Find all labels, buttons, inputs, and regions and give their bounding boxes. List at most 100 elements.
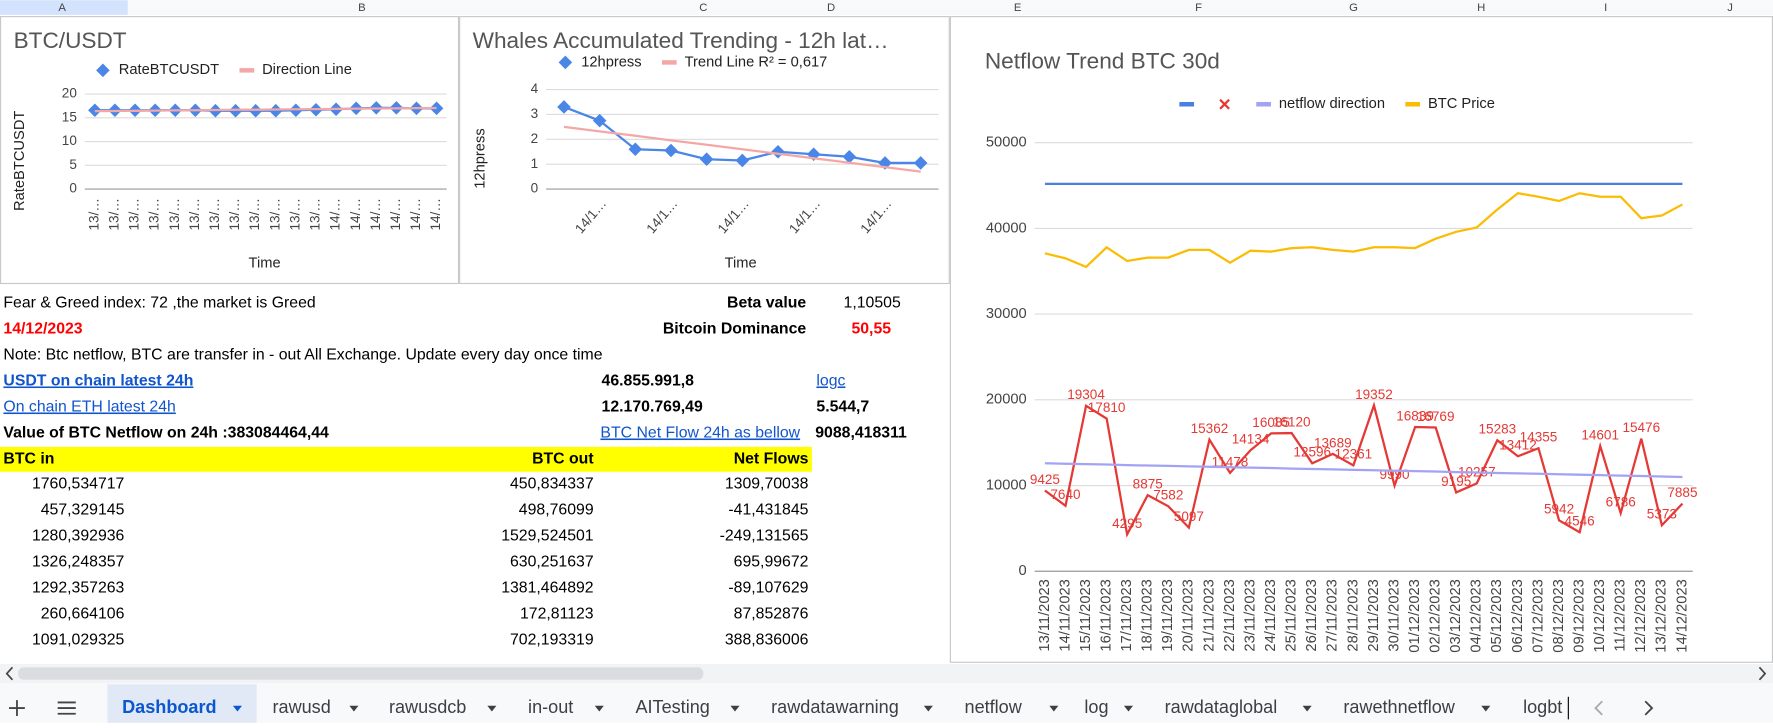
data-label: 16839: [1396, 408, 1434, 423]
data-label: 4295: [1112, 516, 1142, 531]
data-label: 12596: [1293, 445, 1331, 460]
sheet-tab[interactable]: rawusdcb: [389, 697, 466, 717]
sheet-tab[interactable]: netflow: [965, 697, 1023, 717]
sheet-tab[interactable]: rawethnetflow: [1343, 697, 1455, 717]
x-tick-label: 13/…: [247, 198, 262, 230]
tab-menu-arrow[interactable]: [1481, 705, 1491, 712]
table-cell: 450,834337: [510, 475, 594, 492]
sheet-tab[interactable]: rawdatawarning: [771, 697, 899, 717]
x-tick-label: 07/12/2023: [1530, 579, 1546, 653]
sheet-tab[interactable]: log: [1084, 697, 1108, 717]
data-label: 9195: [1441, 474, 1471, 489]
y-tick-label: 30000: [986, 306, 1027, 322]
sheet-tab[interactable]: Dashboard: [122, 697, 216, 717]
tabs-next[interactable]: [1644, 700, 1654, 716]
x-tick-label: 14/…: [328, 198, 343, 230]
x-tick-label: 08/12/2023: [1551, 579, 1567, 653]
tab-menu-arrow[interactable]: [730, 705, 740, 712]
tabs-prev[interactable]: [1594, 700, 1603, 716]
point-marker: [592, 113, 607, 128]
tab-menu-arrow[interactable]: [594, 705, 604, 712]
x-tick-label: 14/…: [348, 198, 363, 230]
netflow-table: BTC in BTC out Net Flows 1760,534717 450,834…: [3, 450, 808, 648]
sheet-tab[interactable]: rawdataglobal: [1165, 697, 1278, 717]
x-tick-label: 21/11/2023: [1201, 579, 1217, 651]
data-label: 14601: [1581, 428, 1619, 443]
series-line: [1044, 401, 1684, 538]
data-label: 12361: [1335, 447, 1373, 462]
y-tick-label: 0: [69, 181, 77, 196]
x-tick-label: 14/12/2023: [1674, 579, 1690, 653]
tab-menu-arrow[interactable]: [1049, 705, 1059, 712]
tab-menu-arrow[interactable]: [1302, 705, 1312, 712]
data-label: 7885: [1667, 485, 1697, 500]
legend-label: netflow direction: [1279, 96, 1385, 112]
x-tick-label: 18/11/2023: [1140, 579, 1156, 651]
y-tick-label: 2: [531, 131, 539, 146]
tab-menu-arrow[interactable]: [1123, 705, 1134, 712]
link-cell[interactable]: BTC Net Flow 24h as bellow: [600, 424, 800, 441]
series-line: [563, 125, 921, 173]
data-label: 13412: [1499, 438, 1537, 453]
x-tick-label: 17/11/2023: [1119, 579, 1135, 651]
link-cell[interactable]: On chain ETH latest 24h: [3, 398, 175, 415]
column-header-band: [0, 0, 1773, 15]
x-tick-label: 13/…: [127, 198, 142, 230]
y-tick-label: 50000: [986, 135, 1027, 151]
column-header: D: [827, 2, 835, 14]
chart-title: BTC/USDT: [14, 28, 127, 53]
sheet-tab[interactable]: rawusd: [273, 697, 331, 717]
tab-menu-arrow[interactable]: [232, 705, 242, 712]
data-label: 6786: [1606, 494, 1636, 509]
series-line: [94, 106, 437, 113]
x-tick-label: 13/12/2023: [1654, 579, 1670, 653]
x-tick-label: 13/…: [207, 198, 222, 230]
cell: Beta value: [727, 294, 806, 311]
table-cell: 1309,70038: [725, 475, 809, 492]
y-tick-label: 15: [62, 109, 77, 124]
x-tick-label: 14/…: [388, 198, 403, 230]
cell: 46.855.991,8: [602, 372, 695, 389]
column-header: G: [1349, 2, 1358, 14]
column-header: I: [1604, 2, 1607, 14]
data-label: 16769: [1417, 409, 1455, 424]
table-header-cell: BTC out: [532, 450, 594, 467]
scrollbar-thumb[interactable]: [18, 667, 704, 680]
tab-menu-arrow[interactable]: [923, 705, 933, 712]
data-label: 9990: [1379, 467, 1409, 482]
data-label: 13689: [1314, 435, 1352, 450]
legend-label: Trend Line R² = 0,617: [685, 54, 828, 70]
data-label: 5097: [1174, 509, 1204, 524]
data-label: 16120: [1273, 414, 1311, 429]
all-sheets[interactable]: [57, 701, 76, 715]
column-header: H: [1477, 2, 1485, 14]
link-cell[interactable]: logc: [816, 372, 845, 389]
x-tick-label: 02/12/2023: [1428, 579, 1444, 653]
x-tick-label: 29/11/2023: [1366, 579, 1382, 651]
tab-menu-arrow[interactable]: [349, 705, 359, 712]
chart-title: Netflow Trend BTC 30d: [985, 48, 1220, 73]
x-tick-label: 14/…: [368, 198, 383, 230]
tab-menu-arrow[interactable]: [487, 705, 497, 712]
tabs: Dashboard rawusd rawusdcb in-out AITesting ra…: [122, 696, 1569, 720]
table-cell: 1326,248357: [32, 553, 124, 570]
table-header-cell: BTC in: [3, 450, 54, 467]
sheet-tab[interactable]: AITesting: [635, 697, 709, 717]
sheet-tab[interactable]: in-out: [528, 697, 573, 717]
sheet-tab[interactable]: logbt: [1523, 697, 1562, 717]
cell: Fear & Greed index: 72 ,the market is Gr…: [3, 294, 315, 311]
legend-label: 12hpress: [581, 54, 641, 70]
link-cell[interactable]: USDT on chain latest 24h: [3, 372, 193, 389]
data-label: 7640: [1050, 487, 1080, 502]
y-tick-label: 10: [62, 133, 77, 148]
data-label: 19352: [1355, 387, 1393, 402]
scroll-right[interactable]: [1758, 666, 1767, 681]
x-tick-label: 23/11/2023: [1242, 579, 1258, 651]
scroll-left[interactable]: [5, 666, 14, 681]
add-sheet[interactable]: [9, 700, 25, 716]
data-label: 14134: [1232, 432, 1270, 447]
data-label: 5373: [1647, 507, 1677, 522]
y-tick-label: 4: [531, 81, 539, 96]
chart-title: Whales Accumulated Trending - 12h lat…: [473, 28, 889, 53]
chart-frame: [949, 16, 1773, 663]
